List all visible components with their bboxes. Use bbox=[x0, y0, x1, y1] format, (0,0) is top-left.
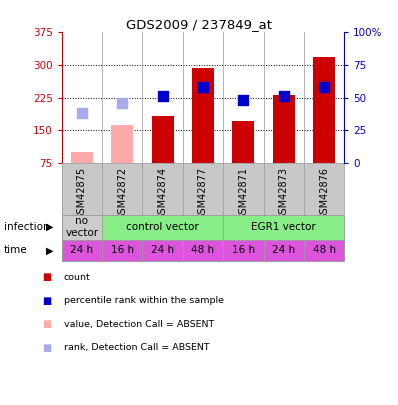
Text: GSM42876: GSM42876 bbox=[319, 167, 329, 220]
Point bbox=[240, 97, 246, 103]
Text: ▶: ▶ bbox=[46, 222, 53, 232]
Bar bbox=[142, 239, 183, 261]
Text: GDS2009 / 237849_at: GDS2009 / 237849_at bbox=[126, 18, 272, 31]
Text: ■: ■ bbox=[42, 343, 51, 353]
Text: 16 h: 16 h bbox=[232, 245, 255, 256]
Bar bbox=[111, 124, 133, 163]
Text: no
vector: no vector bbox=[65, 216, 98, 238]
Bar bbox=[223, 215, 344, 239]
Bar bbox=[152, 116, 174, 163]
Text: ■: ■ bbox=[42, 296, 51, 306]
Point bbox=[281, 93, 287, 100]
Text: GSM42871: GSM42871 bbox=[238, 167, 248, 220]
Bar bbox=[71, 152, 93, 163]
Bar bbox=[273, 94, 295, 163]
Bar bbox=[62, 215, 102, 239]
Text: time: time bbox=[4, 245, 27, 256]
Bar bbox=[102, 215, 223, 239]
Bar bbox=[102, 239, 142, 261]
Bar bbox=[304, 239, 344, 261]
Text: rank, Detection Call = ABSENT: rank, Detection Call = ABSENT bbox=[64, 343, 209, 352]
Bar bbox=[263, 239, 304, 261]
Text: percentile rank within the sample: percentile rank within the sample bbox=[64, 296, 224, 305]
Text: ■: ■ bbox=[42, 320, 51, 329]
Text: ■: ■ bbox=[42, 273, 51, 282]
Text: ▶: ▶ bbox=[46, 245, 53, 256]
Text: 48 h: 48 h bbox=[312, 245, 336, 256]
Bar bbox=[192, 68, 214, 163]
Bar bbox=[313, 57, 335, 163]
Point bbox=[160, 93, 166, 100]
Text: 24 h: 24 h bbox=[70, 245, 94, 256]
Text: infection: infection bbox=[4, 222, 50, 232]
Text: EGR1 vector: EGR1 vector bbox=[252, 222, 316, 232]
Bar bbox=[183, 239, 223, 261]
Text: 24 h: 24 h bbox=[272, 245, 295, 256]
Text: GSM42873: GSM42873 bbox=[279, 167, 289, 220]
Bar bbox=[223, 239, 263, 261]
Point bbox=[79, 110, 85, 117]
Point bbox=[200, 84, 206, 90]
Text: GSM42877: GSM42877 bbox=[198, 167, 208, 220]
Text: control vector: control vector bbox=[126, 222, 199, 232]
Bar bbox=[62, 239, 102, 261]
Text: 48 h: 48 h bbox=[191, 245, 215, 256]
Text: GSM42872: GSM42872 bbox=[117, 167, 127, 220]
Text: 24 h: 24 h bbox=[151, 245, 174, 256]
Point bbox=[321, 84, 327, 90]
Text: 16 h: 16 h bbox=[111, 245, 134, 256]
Text: GSM42875: GSM42875 bbox=[77, 167, 87, 220]
Text: value, Detection Call = ABSENT: value, Detection Call = ABSENT bbox=[64, 320, 214, 329]
Bar bbox=[232, 122, 254, 163]
Point bbox=[119, 100, 125, 106]
Text: GSM42874: GSM42874 bbox=[158, 167, 168, 220]
Text: count: count bbox=[64, 273, 90, 282]
